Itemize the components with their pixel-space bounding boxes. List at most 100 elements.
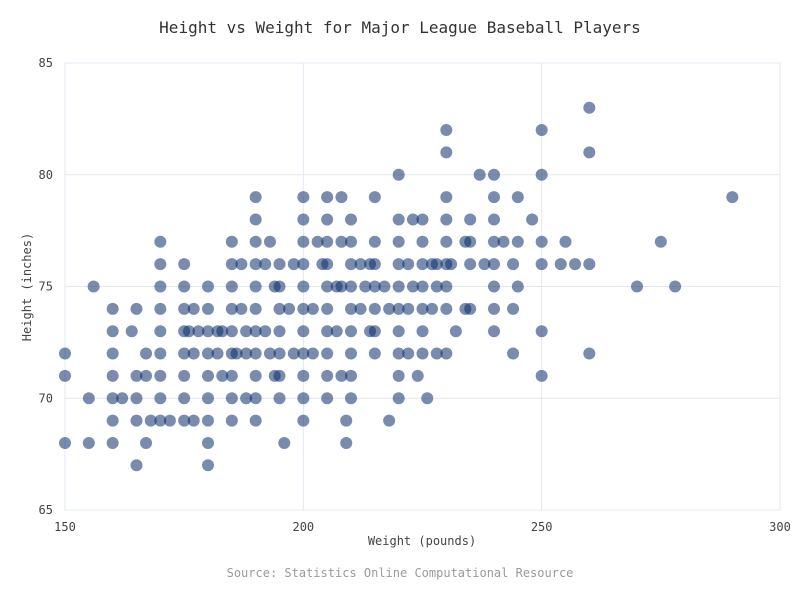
data-point — [416, 258, 429, 271]
data-point — [321, 302, 334, 315]
data-point — [392, 168, 405, 181]
data-point — [263, 235, 276, 248]
data-point — [240, 392, 253, 405]
source-note: Source: Statistics Online Computational … — [227, 566, 574, 580]
data-point — [535, 235, 548, 248]
y-tick-label: 65 — [39, 503, 53, 517]
data-point — [488, 258, 500, 271]
points-layer — [59, 101, 739, 472]
data-point — [144, 414, 157, 427]
data-point — [249, 369, 262, 382]
data-point — [154, 392, 167, 405]
data-point — [106, 325, 119, 338]
data-point — [130, 369, 143, 382]
data-point — [225, 369, 238, 382]
data-point — [464, 213, 477, 226]
data-point — [178, 347, 191, 360]
data-point — [368, 191, 381, 204]
data-point — [249, 325, 262, 338]
data-point — [488, 168, 500, 181]
data-point — [225, 325, 238, 338]
data-point — [225, 414, 238, 427]
data-point — [392, 235, 405, 248]
data-point — [440, 235, 453, 248]
data-point — [321, 191, 334, 204]
data-point — [240, 325, 253, 338]
data-point — [368, 347, 381, 360]
data-point — [345, 213, 357, 226]
data-point — [202, 325, 214, 338]
data-point — [440, 280, 453, 293]
ticks-layer: 150 200 250 300 65 70 75 80 85 — [39, 56, 791, 534]
data-point — [297, 347, 310, 360]
data-point — [140, 369, 153, 382]
data-point — [440, 191, 453, 204]
data-point — [249, 347, 262, 360]
data-point — [406, 213, 419, 226]
data-point — [321, 280, 334, 293]
data-point — [140, 347, 153, 360]
data-point — [154, 325, 167, 338]
x-tick-label: 250 — [531, 520, 553, 534]
data-point — [416, 302, 429, 315]
data-point — [392, 347, 405, 360]
data-point — [335, 280, 348, 293]
data-point — [583, 146, 596, 159]
data-point — [464, 258, 477, 271]
data-point — [440, 302, 453, 315]
data-point — [192, 325, 205, 338]
data-point — [416, 347, 429, 360]
data-point — [178, 258, 191, 271]
data-point — [383, 302, 396, 315]
data-point — [273, 325, 286, 338]
data-point — [488, 191, 500, 204]
data-point — [182, 325, 195, 338]
data-point — [392, 325, 405, 338]
data-point — [106, 436, 119, 449]
data-point — [187, 347, 200, 360]
data-point — [507, 347, 520, 360]
data-point — [106, 347, 119, 360]
data-point — [554, 258, 567, 271]
data-point — [249, 235, 262, 248]
data-point — [402, 302, 415, 315]
data-point — [249, 191, 262, 204]
data-point — [297, 235, 310, 248]
data-point — [669, 280, 682, 293]
data-point — [392, 258, 405, 271]
data-point — [178, 280, 191, 293]
data-point — [202, 436, 214, 449]
data-point — [140, 436, 153, 449]
data-point — [464, 302, 477, 315]
data-point — [240, 347, 253, 360]
data-point — [335, 369, 348, 382]
data-point — [321, 369, 334, 382]
data-point — [440, 146, 453, 159]
data-point — [345, 258, 357, 271]
x-tick-label: 200 — [292, 520, 314, 534]
data-point — [273, 280, 286, 293]
data-point — [416, 213, 429, 226]
data-point — [449, 325, 462, 338]
chart-title: Height vs Weight for Major League Baseba… — [159, 18, 641, 37]
data-point — [235, 258, 248, 271]
data-point — [273, 392, 286, 405]
data-point — [259, 258, 272, 271]
data-point — [378, 280, 391, 293]
data-point — [583, 347, 596, 360]
data-point — [297, 213, 310, 226]
data-point — [559, 235, 572, 248]
data-point — [321, 235, 334, 248]
data-point — [225, 302, 238, 315]
data-point — [249, 258, 262, 271]
data-point — [416, 325, 429, 338]
data-point — [383, 414, 396, 427]
data-point — [511, 191, 524, 204]
y-tick-label: 75 — [39, 280, 53, 294]
data-point — [345, 302, 357, 315]
data-point — [130, 459, 143, 472]
data-point — [488, 325, 500, 338]
data-point — [631, 280, 643, 293]
data-point — [411, 369, 424, 382]
data-point — [402, 258, 415, 271]
